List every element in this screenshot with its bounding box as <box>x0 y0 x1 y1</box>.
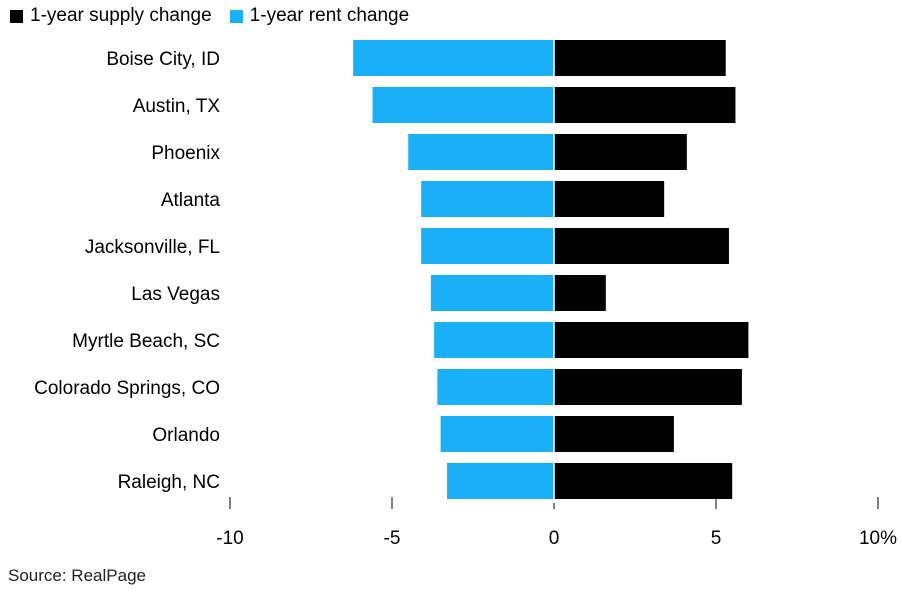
legend-label-rent: 1-year rent change <box>249 5 410 26</box>
x-tick-label: -10 <box>216 528 243 549</box>
category-label: Boise City, ID <box>106 49 220 70</box>
legend-item-rent: 1-year rent change <box>229 5 410 27</box>
supply-bar <box>554 463 733 499</box>
supply-bar <box>554 40 726 76</box>
supply-bar <box>554 228 729 264</box>
x-tick-label: 10% <box>859 528 897 549</box>
x-tick-label: 5 <box>711 528 722 549</box>
rent-bar <box>353 40 554 76</box>
legend-swatch-supply <box>10 9 23 23</box>
rent-bar <box>437 369 554 405</box>
category-label: Jacksonville, FL <box>85 237 220 258</box>
rent-bar <box>408 134 554 170</box>
legend-swatch-rent <box>229 9 243 23</box>
category-label: Colorado Springs, CO <box>34 378 220 399</box>
category-label: Myrtle Beach, SC <box>72 331 220 352</box>
category-label: Orlando <box>152 425 220 446</box>
supply-bar <box>554 181 665 217</box>
source-note: Source: RealPage <box>8 566 146 585</box>
category-label: Raleigh, NC <box>118 472 220 493</box>
rent-bar <box>440 416 554 452</box>
bar-chart: Boise City, ID Austin, TX Phoenix Atlanta Ja… <box>34 40 898 549</box>
rent-bar <box>447 463 554 499</box>
rent-bar <box>434 322 554 358</box>
category-label: Atlanta <box>161 190 221 211</box>
rent-bar <box>430 275 554 311</box>
legend-label-supply: 1-year supply change <box>30 5 212 26</box>
chart-legend: 1-year supply change 1-year rent change <box>10 4 427 28</box>
category-label: Austin, TX <box>133 96 221 117</box>
x-tick-label: 0 <box>549 528 560 549</box>
supply-bar <box>554 134 687 170</box>
legend-item-supply: 1-year supply change <box>10 5 212 27</box>
rent-bar <box>372 87 554 123</box>
supply-bar <box>554 322 749 358</box>
rent-bar <box>421 228 554 264</box>
category-label: Las Vegas <box>131 284 220 305</box>
supply-bar <box>554 369 742 405</box>
supply-bar <box>554 87 736 123</box>
x-tick-label: -5 <box>384 528 401 549</box>
rent-bar <box>421 181 554 217</box>
category-label: Phoenix <box>151 143 220 164</box>
supply-bar <box>554 275 606 311</box>
supply-bar <box>554 416 674 452</box>
